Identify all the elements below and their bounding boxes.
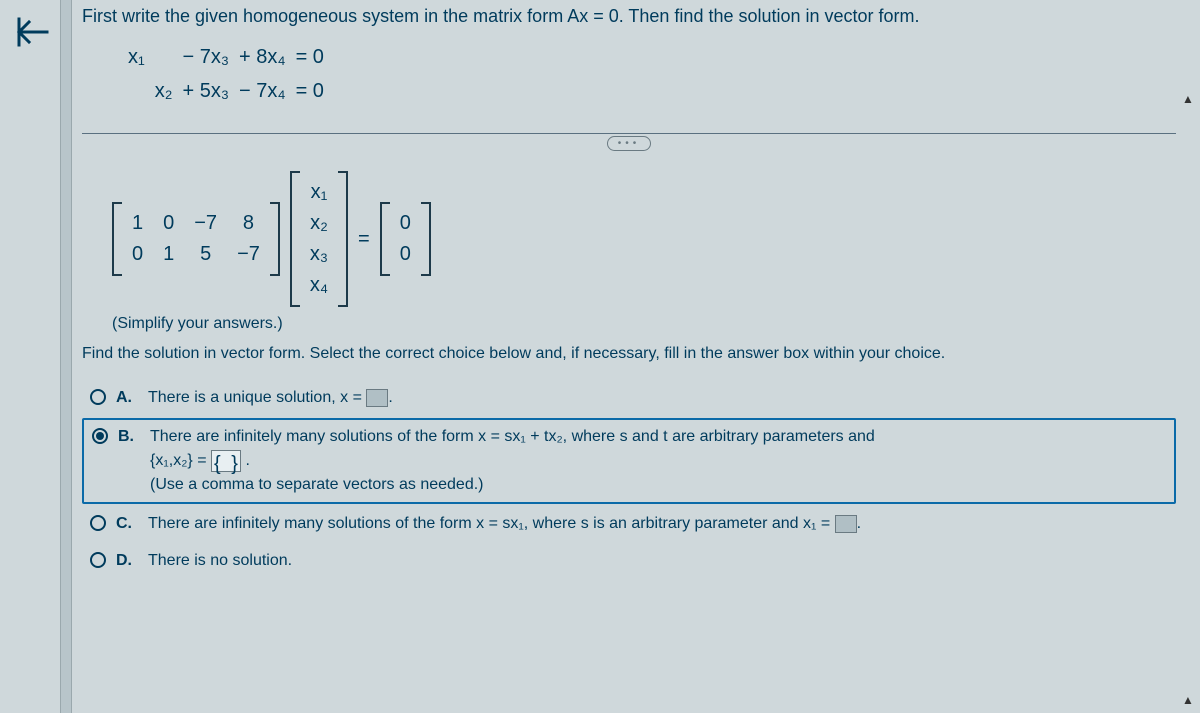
matrix-equation: 10−78 015−7 x₁ x₂ x₃ x₄ = 0 0: [112, 171, 1176, 307]
choice-letter: D.: [116, 549, 138, 573]
system-equations: x₁ − 7x₃ + 8x₄ = 0 x₂ + 5x₃ − 7x₄ = 0: [122, 39, 1176, 109]
choice-d[interactable]: D. There is no solution.: [82, 544, 1176, 578]
radio-c[interactable]: [90, 515, 106, 531]
choice-c[interactable]: C. There are infinitely many solutions o…: [82, 507, 1176, 541]
answer-input-b[interactable]: [211, 450, 241, 472]
expand-dots[interactable]: •••: [82, 136, 1176, 151]
divider: [82, 133, 1176, 134]
radio-a[interactable]: [90, 389, 106, 405]
choice-text: There is no solution.: [148, 549, 292, 573]
answer-input-c[interactable]: [835, 515, 857, 533]
choice-letter: A.: [116, 386, 138, 410]
scroll-up-icon[interactable]: ▲: [1180, 92, 1196, 108]
back-button[interactable]: [8, 8, 56, 56]
question-content: First write the given homogeneous system…: [82, 6, 1176, 707]
scroll-down-icon[interactable]: ▲: [1180, 693, 1196, 709]
equals-sign: =: [358, 228, 370, 251]
find-solution-prompt: Find the solution in vector form. Select…: [82, 343, 1176, 365]
left-divider: [60, 0, 72, 713]
choice-text: There are infinitely many solutions of t…: [148, 512, 861, 536]
zero-vector: 0 0: [380, 202, 431, 276]
choice-a[interactable]: A. There is a unique solution, x = .: [82, 381, 1176, 415]
choice-b[interactable]: B. There are infinitely many solutions o…: [82, 418, 1176, 504]
choice-text: There is a unique solution, x = .: [148, 386, 393, 410]
choice-text: There are infinitely many solutions of t…: [150, 425, 875, 497]
vector-x: x₁ x₂ x₃ x₄: [290, 171, 348, 307]
choice-letter: B.: [118, 425, 140, 449]
radio-b[interactable]: [92, 428, 108, 444]
simplify-note: (Simplify your answers.): [112, 315, 1176, 333]
answer-input-a[interactable]: [366, 389, 388, 407]
radio-d[interactable]: [90, 552, 106, 568]
matrix-a: 10−78 015−7: [112, 202, 280, 276]
choice-letter: C.: [116, 512, 138, 536]
question-prompt: First write the given homogeneous system…: [82, 6, 1176, 27]
